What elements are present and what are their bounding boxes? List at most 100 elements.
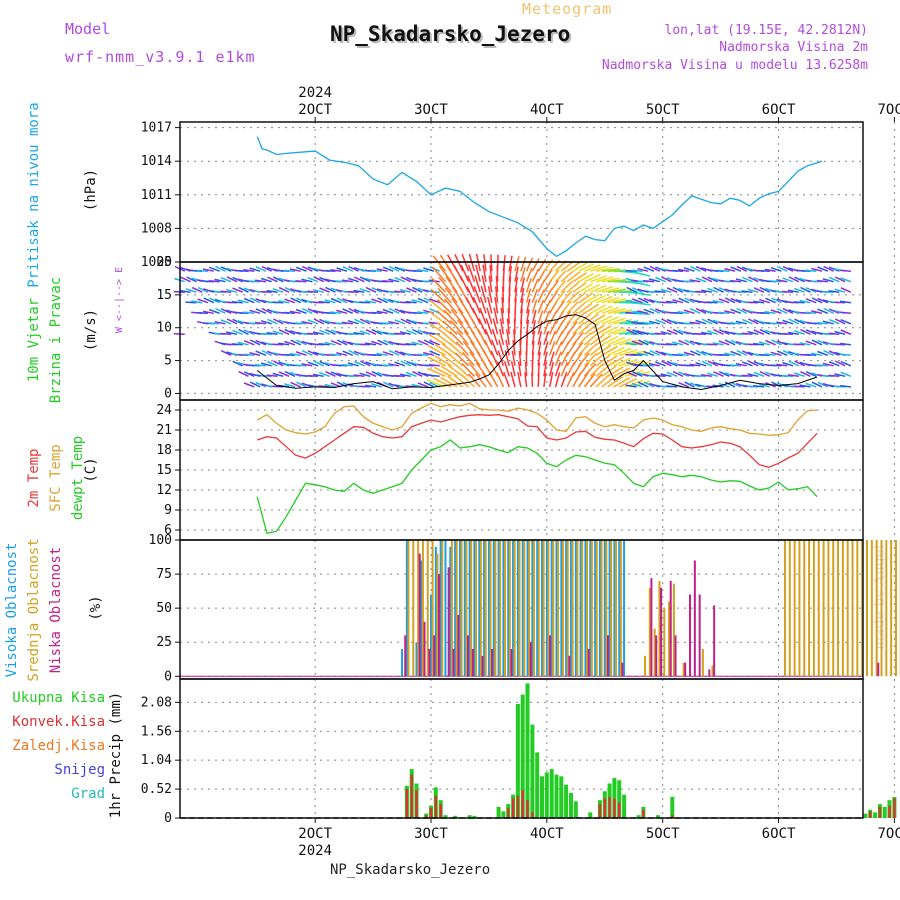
- wind-barb: [501, 297, 505, 314]
- wind-barb: [637, 339, 649, 346]
- cloud-tick-label: 50: [156, 601, 172, 616]
- wind-barb: [805, 269, 817, 272]
- wind-barb: [307, 361, 319, 367]
- wind-barb: [776, 350, 788, 356]
- wind-barb: [411, 269, 423, 272]
- wind-barb: [405, 343, 417, 346]
- wind-barb: [840, 329, 852, 335]
- wind-barb: [412, 286, 423, 293]
- wind-barb: [371, 328, 383, 335]
- wind-barb: [595, 374, 610, 388]
- wind-barb: [654, 290, 666, 293]
- wind-barb: [601, 277, 620, 283]
- wind-barb: [365, 361, 377, 367]
- precip-total-bar: [564, 784, 569, 818]
- wind-barb: [584, 333, 598, 346]
- precip-total-bar: [882, 806, 887, 818]
- wind-barb: [347, 290, 359, 293]
- wind-barb: [296, 381, 307, 388]
- wind-barb: [589, 343, 605, 356]
- wind-barb: [428, 333, 446, 346]
- wind-barb: [400, 360, 412, 367]
- wind-barb: [514, 276, 519, 293]
- wind-barb: [520, 277, 526, 293]
- wind-barb: [782, 361, 794, 367]
- wind-barb: [451, 297, 464, 314]
- wind-barb: [238, 328, 249, 335]
- wind-barb: [625, 299, 637, 304]
- wind-barb: [226, 288, 238, 293]
- wind-barb: [637, 352, 649, 357]
- wind-barb: [632, 287, 643, 293]
- wind-barb: [589, 324, 606, 335]
- wind-barb: [724, 352, 736, 357]
- wind-barb: [758, 311, 770, 315]
- wind-barb: [330, 340, 342, 346]
- wind-barb: [759, 383, 770, 388]
- wind-barb: [572, 262, 588, 272]
- wind-barb: [307, 266, 319, 272]
- wind-barb: [654, 374, 666, 378]
- wind-barb: [359, 372, 371, 378]
- wind-barb: [823, 307, 834, 314]
- wind-barb: [472, 296, 481, 314]
- wind-barb: [319, 329, 330, 335]
- wind-barb: [607, 278, 626, 283]
- wind-barb: [613, 309, 633, 315]
- wind-barb: [278, 371, 290, 377]
- wind-barb: [655, 266, 666, 272]
- wind-barb: [543, 372, 547, 387]
- wind-barb: [406, 287, 417, 293]
- wind-barb: [187, 361, 197, 366]
- precip-total-bar: [467, 815, 472, 818]
- wind-barb: [794, 318, 805, 325]
- wind-barb: [208, 280, 220, 283]
- wind-unit-label: (m/s): [83, 309, 99, 351]
- wind-barb: [753, 360, 765, 367]
- wind-barb: [197, 286, 209, 293]
- wind-speed-line: [256, 314, 818, 391]
- wind-barb: [498, 328, 505, 345]
- station-title: NP_Skadarsko_Jezero: [330, 22, 571, 46]
- wind-barb: [445, 276, 458, 293]
- wind-barb: [619, 320, 639, 325]
- wind-barb: [215, 265, 226, 272]
- wind-barb: [706, 372, 718, 378]
- wind-barb: [330, 287, 342, 293]
- wind-barb: [584, 264, 601, 272]
- wind-barb: [336, 351, 348, 357]
- wind-barb: [324, 269, 336, 272]
- wind-barb: [781, 375, 794, 378]
- wind-barb: [525, 288, 532, 303]
- wind-barb: [724, 297, 736, 304]
- pressure-tick-label: 1017: [141, 121, 172, 136]
- wind-barb: [525, 257, 534, 272]
- wind-barb: [531, 278, 539, 293]
- wind-barb: [689, 350, 701, 356]
- temp-unit-label: (C): [83, 457, 99, 482]
- wind-barb: [753, 277, 765, 283]
- wind-barb: [359, 276, 371, 283]
- wind-barb: [208, 308, 220, 315]
- wind-barb: [494, 296, 499, 314]
- wind-barb: [736, 265, 748, 272]
- wind-barb: [417, 287, 429, 293]
- wind-barb: [770, 364, 782, 367]
- wind-barb: [209, 374, 220, 376]
- wind-barb: [839, 269, 851, 272]
- wind-barb: [753, 319, 765, 325]
- wind-barb: [799, 384, 811, 388]
- wind-barb: [428, 363, 440, 367]
- wind-barb: [290, 381, 302, 388]
- wind-barb: [490, 350, 499, 367]
- temp-axis-label-sfc: SFC Temp: [48, 444, 64, 511]
- wind-barb: [243, 297, 255, 304]
- wind-barb: [301, 278, 313, 283]
- wind-barb: [359, 385, 371, 388]
- wind-barb: [226, 374, 237, 376]
- wind-barb: [383, 339, 394, 346]
- wind-barb: [422, 322, 434, 325]
- wind-barb: [382, 322, 394, 325]
- pressure-tick-label: 1014: [141, 154, 172, 169]
